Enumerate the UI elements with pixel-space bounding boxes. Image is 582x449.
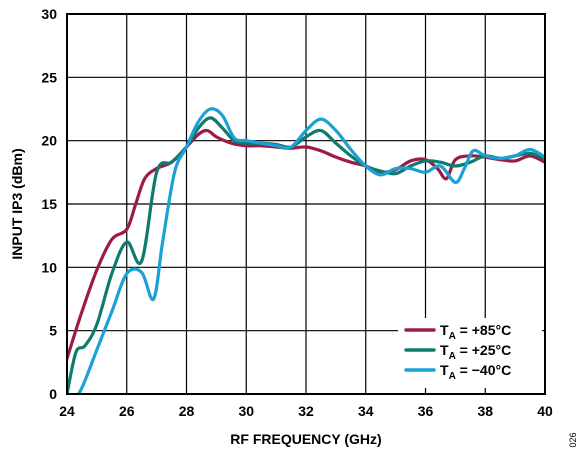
series-line-0	[67, 128, 545, 361]
y-tick-labels: 0 5 10 15 20 25 30	[41, 6, 57, 402]
y-axis-title: INPUT IP3 (dBm)	[9, 148, 25, 259]
legend-label-1: TA = +25°C	[440, 342, 511, 362]
x-tick-label-7: 38	[477, 403, 493, 419]
y-tick-label-5: 25	[41, 69, 57, 85]
y-tick-label-2: 10	[41, 259, 57, 275]
y-tick-label-0: 0	[49, 386, 57, 402]
x-tick-label-4: 32	[298, 403, 314, 419]
y-tick-label-3: 15	[41, 196, 57, 212]
series-layer	[67, 107, 545, 394]
legend-label-0: TA = +85°C	[440, 322, 511, 342]
x-axis-title: RF FREQUENCY (GHz)	[230, 431, 381, 447]
x-tick-label-3: 30	[238, 403, 254, 419]
x-tick-label-6: 36	[418, 403, 434, 419]
y-tick-label-4: 20	[41, 133, 57, 149]
legend: TA = +85°CTA = +25°CTA = −40°C	[398, 318, 542, 388]
figure-number: 026	[568, 432, 578, 447]
x-tick-label-0: 24	[59, 403, 75, 419]
x-tick-label-1: 26	[119, 403, 135, 419]
x-tick-label-5: 34	[358, 403, 374, 419]
series-line-2	[76, 107, 545, 394]
y-tick-label-1: 5	[49, 323, 57, 339]
x-tick-labels: 24 26 28 30 32 34 36 38 40	[59, 403, 553, 419]
plot-frame	[66, 13, 546, 395]
grid	[66, 13, 546, 395]
x-tick-label-8: 40	[537, 403, 553, 419]
x-tick-label-2: 28	[179, 403, 195, 419]
legend-label-2: TA = −40°C	[440, 362, 511, 382]
y-tick-label-6: 30	[41, 6, 57, 22]
